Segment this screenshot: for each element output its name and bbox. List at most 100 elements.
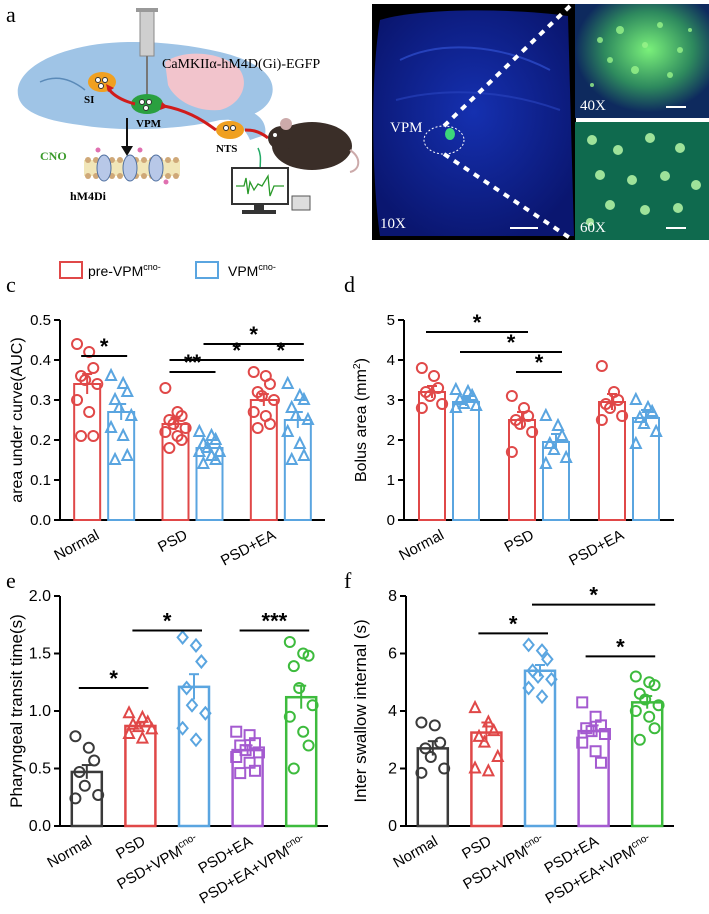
data-point — [189, 637, 203, 654]
data-point — [120, 447, 134, 461]
x-tick-label: PSD+EA — [218, 527, 279, 570]
data-point — [432, 382, 445, 394]
data-point — [505, 390, 518, 402]
data-point — [541, 651, 554, 667]
data-point — [604, 402, 616, 414]
data-point — [522, 410, 535, 422]
data-point — [122, 725, 136, 739]
data-point — [424, 751, 437, 763]
data-point — [192, 443, 206, 457]
data-point — [535, 643, 549, 659]
data-point — [247, 366, 260, 378]
brain-section — [373, 10, 574, 236]
data-point — [481, 714, 496, 728]
data-point — [491, 748, 505, 762]
data-point — [415, 402, 428, 414]
syringe-icon — [136, 8, 158, 96]
data-point — [547, 441, 561, 455]
chart-d-bolus-area: 0 1 2 3 4 5 Bolus area (mm2) Normal PSD PSD+EA * * * — [352, 310, 674, 570]
data-point — [71, 394, 84, 406]
data-point — [163, 442, 176, 454]
data-point — [92, 788, 105, 801]
x-tick-label: Normal — [44, 833, 94, 872]
panel-a-letter: a — [6, 2, 16, 27]
si-neuron — [88, 72, 116, 92]
data-point — [297, 725, 310, 738]
vpm-region-label: VPM — [390, 120, 423, 136]
data-point — [91, 378, 104, 390]
data-point — [122, 705, 136, 719]
data-point — [438, 762, 451, 775]
data-point — [108, 391, 122, 405]
vpm-neuron — [131, 94, 163, 114]
data-point — [612, 394, 625, 406]
monitor-icon — [231, 167, 311, 214]
data-point — [145, 721, 159, 735]
data-point — [424, 390, 436, 402]
vpm-label: VPM — [136, 118, 162, 130]
data-point — [449, 399, 463, 413]
data-point — [535, 689, 549, 705]
data-point — [196, 455, 210, 469]
chart-f-inter-swallow: 0 2 4 6 8 Inter swallow internal (s) Normal PSD… — [351, 584, 674, 908]
bar-vpm — [107, 411, 136, 521]
data-point — [112, 399, 126, 413]
mag-40x-label: 40X — [580, 98, 606, 114]
micrograph-60x — [575, 122, 709, 240]
significance-label: ** — [184, 350, 202, 375]
data-point — [196, 435, 210, 449]
data-point — [199, 705, 212, 721]
data-point — [251, 422, 264, 434]
x-tick-label: Normal — [396, 527, 447, 565]
data-point — [465, 387, 479, 401]
bar-black — [416, 747, 450, 828]
data-point — [78, 779, 91, 792]
bar-pre — [508, 419, 536, 521]
data-point — [267, 394, 280, 406]
data-point — [297, 447, 311, 461]
data-point — [108, 451, 122, 465]
data-point — [283, 636, 296, 648]
data-point — [69, 792, 82, 805]
data-point — [415, 766, 428, 779]
x-tick-label: Normal — [51, 527, 102, 565]
data-point — [176, 629, 189, 645]
data-point — [159, 382, 172, 394]
data-point — [285, 451, 299, 465]
data-point — [531, 668, 545, 685]
data-point — [75, 430, 88, 442]
data-point — [239, 744, 252, 757]
data-point — [551, 417, 565, 431]
nts-label: NTS — [216, 143, 237, 155]
data-point — [88, 754, 101, 767]
bar-vpm — [452, 401, 480, 521]
data-point — [195, 653, 208, 670]
significance-label: * — [109, 666, 118, 691]
data-point — [124, 407, 138, 421]
data-point — [204, 427, 219, 441]
cerebellum — [165, 53, 244, 111]
data-point — [104, 419, 118, 433]
data-point — [469, 397, 483, 411]
panel-a-schematic: a CaMKIIα-hM4D(Gi)-EGFP SI VPM NTS — [6, 2, 360, 214]
y-tick-label: 0.2 — [30, 432, 51, 449]
data-point — [287, 762, 300, 775]
data-point — [301, 411, 315, 425]
data-point — [461, 383, 475, 397]
significance-label: * — [535, 350, 544, 375]
data-point — [283, 710, 296, 723]
bar-red — [124, 724, 157, 828]
data-point — [643, 710, 656, 723]
y-tick-label: 0.1 — [30, 472, 51, 489]
micrograph-40x — [575, 4, 709, 118]
data-point — [116, 375, 130, 389]
y-tick-label: 0.4 — [30, 352, 51, 369]
data-point — [131, 718, 146, 733]
legend-label-vpm: VPMcno- — [228, 262, 276, 279]
legend-swatch-pre — [59, 261, 83, 279]
data-point — [175, 410, 188, 422]
data-point — [293, 435, 307, 449]
data-point — [449, 381, 463, 395]
data-point — [522, 637, 535, 653]
data-point — [633, 733, 646, 746]
